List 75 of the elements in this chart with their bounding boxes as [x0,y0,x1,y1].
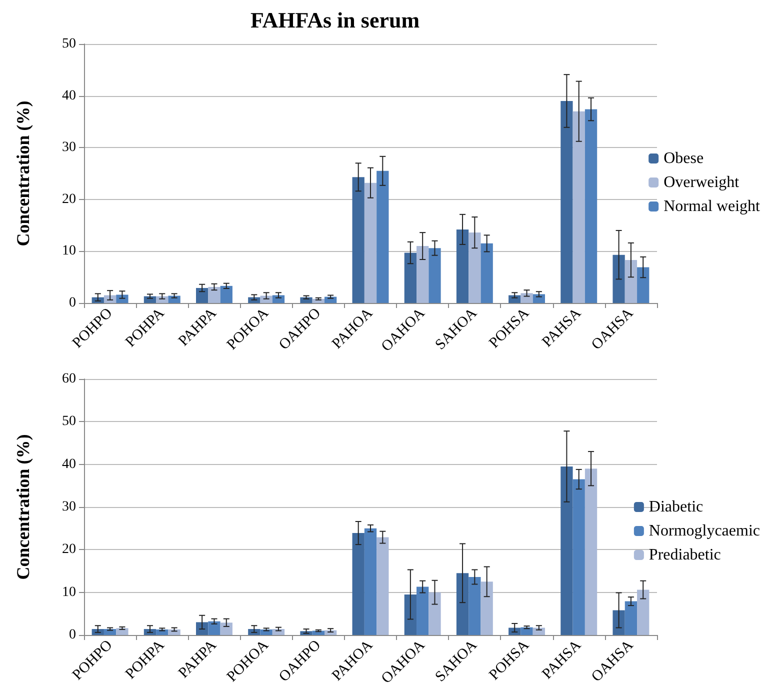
bar [376,170,389,303]
bar [468,232,481,303]
y-tick-label: 30 [62,140,76,156]
bar [456,573,469,635]
y-tick-label: 20 [62,542,76,558]
y-tick-label: 20 [62,192,76,207]
bar [584,109,598,303]
bar [352,533,364,635]
bar [208,286,220,303]
bar [572,479,585,635]
bar [624,601,638,635]
y-axis-title: Concentration (%) [13,100,33,246]
bar [416,246,429,303]
y-tick-label: 0 [69,296,76,310]
bar [324,296,337,303]
legend-label: Normal weight [664,198,761,215]
bar [272,295,285,303]
bar [364,182,377,303]
y-tick-label: 40 [62,456,76,472]
bar [520,293,533,303]
y-tick-label: 50 [62,36,76,52]
bar [260,629,272,635]
chart-title: FAHFAs in serum [250,8,420,32]
bar [637,590,650,635]
bar [560,466,573,635]
bar [260,296,272,303]
y-axis-title: Concentration (%) [13,434,33,580]
bar [428,592,441,635]
bar [584,468,598,635]
legend-label: Overweight [664,174,740,191]
legend-label: Prediabetic [648,546,721,564]
bar [196,288,208,303]
y-tick-label: 60 [62,372,76,386]
bar [480,582,493,635]
bar [144,296,156,303]
bar [220,286,232,303]
bar [156,629,168,635]
bar [468,576,481,635]
bar [220,622,232,635]
bar [612,254,625,303]
bar [560,100,573,303]
y-tick-label: 30 [62,500,76,514]
bar [404,252,417,303]
bar [208,621,220,635]
bar [480,243,493,303]
bar [572,111,585,303]
y-tick-label: 0 [69,628,76,642]
y-tick-label: 10 [62,244,76,259]
y-tick-label: 50 [62,414,76,430]
legend-label: Diabetic [648,498,704,516]
bar [416,586,429,635]
bar [637,267,650,303]
bar [612,610,625,635]
bar [508,295,521,303]
bar [116,294,128,303]
bar [156,296,168,303]
bar [168,629,180,635]
bar [404,594,417,635]
y-tick-label: 10 [62,584,76,600]
bar [116,628,128,635]
bar [624,260,638,303]
bar [272,629,285,635]
bar [456,229,469,303]
bar [168,296,180,303]
bar [352,177,364,303]
bar [428,248,441,303]
legend-label: Obese [664,150,704,167]
bar [532,628,546,635]
bar [196,622,208,635]
bar [364,528,377,635]
bar [520,627,533,635]
y-tick-label: 40 [62,88,76,104]
bar [376,537,389,635]
bar [532,294,546,303]
legend-label: Normoglycaemic [648,522,760,540]
